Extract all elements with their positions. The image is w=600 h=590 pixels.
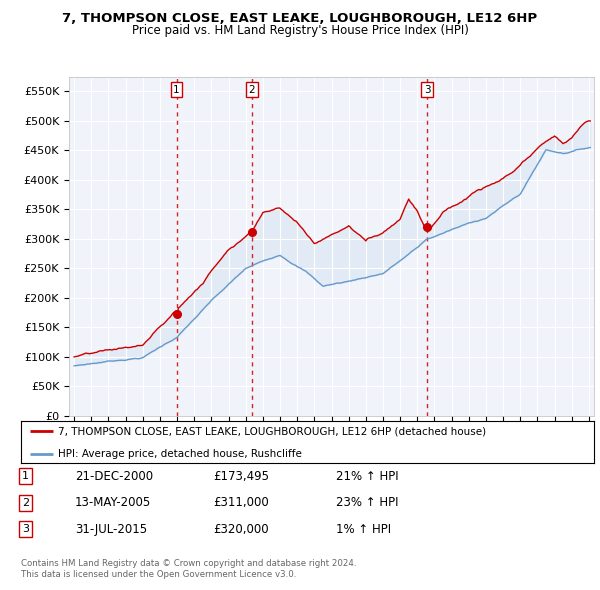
Text: 2: 2 <box>22 498 29 507</box>
Text: 1: 1 <box>22 471 29 481</box>
Text: HPI: Average price, detached house, Rushcliffe: HPI: Average price, detached house, Rush… <box>58 449 302 459</box>
Text: 3: 3 <box>424 85 431 94</box>
Text: Contains HM Land Registry data © Crown copyright and database right 2024.: Contains HM Land Registry data © Crown c… <box>21 559 356 568</box>
Text: £320,000: £320,000 <box>213 523 269 536</box>
Text: 3: 3 <box>22 525 29 534</box>
Text: 7, THOMPSON CLOSE, EAST LEAKE, LOUGHBOROUGH, LE12 6HP (detached house): 7, THOMPSON CLOSE, EAST LEAKE, LOUGHBORO… <box>58 427 487 436</box>
Text: This data is licensed under the Open Government Licence v3.0.: This data is licensed under the Open Gov… <box>21 571 296 579</box>
Text: 2: 2 <box>248 85 255 94</box>
Text: 21% ↑ HPI: 21% ↑ HPI <box>336 470 398 483</box>
Text: 13-MAY-2005: 13-MAY-2005 <box>75 496 151 509</box>
Text: 31-JUL-2015: 31-JUL-2015 <box>75 523 147 536</box>
Text: £311,000: £311,000 <box>213 496 269 509</box>
Text: 1% ↑ HPI: 1% ↑ HPI <box>336 523 391 536</box>
Text: £173,495: £173,495 <box>213 470 269 483</box>
Text: 1: 1 <box>173 85 180 94</box>
Text: 7, THOMPSON CLOSE, EAST LEAKE, LOUGHBOROUGH, LE12 6HP: 7, THOMPSON CLOSE, EAST LEAKE, LOUGHBORO… <box>62 12 538 25</box>
Text: 21-DEC-2000: 21-DEC-2000 <box>75 470 153 483</box>
Text: 23% ↑ HPI: 23% ↑ HPI <box>336 496 398 509</box>
Text: Price paid vs. HM Land Registry's House Price Index (HPI): Price paid vs. HM Land Registry's House … <box>131 24 469 37</box>
